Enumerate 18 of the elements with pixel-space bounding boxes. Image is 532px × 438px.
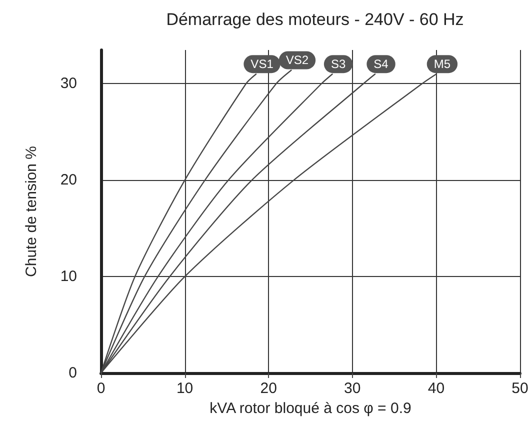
x-axis-title: kVA rotor bloqué à cos φ = 0.9: [210, 400, 412, 417]
x-tick-label: 50: [512, 380, 528, 397]
x-tick-label: 30: [344, 380, 361, 397]
chart-title: Démarrage des moteurs - 240V - 60 Hz: [166, 10, 464, 29]
x-tick-label: 10: [176, 380, 194, 397]
y-tick-label: 0: [68, 364, 77, 382]
x-tick-label: 0: [96, 380, 106, 397]
series-label: S3: [330, 57, 346, 72]
y-axis-title: Chute de tension %: [23, 146, 40, 277]
series-label: VS2: [286, 53, 309, 68]
series-label: S4: [374, 57, 389, 72]
y-tick-label: 30: [60, 75, 77, 92]
x-tick-label: 20: [260, 380, 277, 397]
y-tick-label: 20: [60, 172, 77, 189]
y-tick-label: 10: [60, 268, 77, 286]
series-label: VS1: [250, 57, 274, 72]
series-label: M5: [434, 57, 451, 72]
x-tick-label: 40: [428, 380, 445, 397]
